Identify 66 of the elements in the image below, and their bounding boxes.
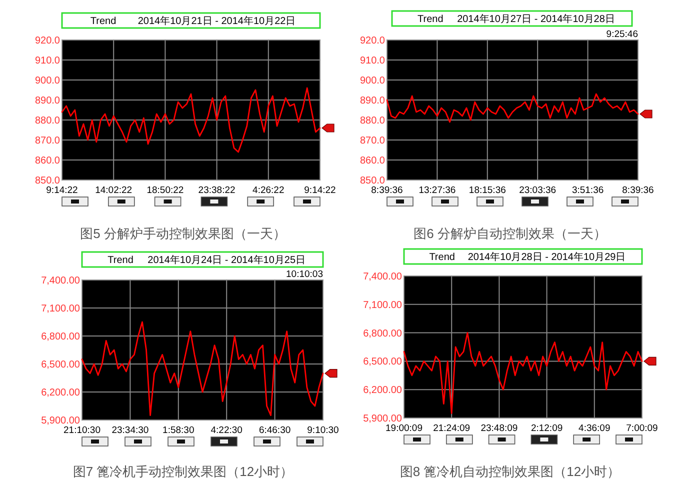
caption: 图8 篦冷机自动控制效果图（12小时） xyxy=(400,464,620,479)
y-tick-label: 860.0 xyxy=(34,156,60,166)
y-tick-label: 860.0 xyxy=(360,156,386,166)
y-tick-label: 920.0 xyxy=(34,36,60,46)
x-tick-label: 8:39:36 xyxy=(371,185,403,196)
y-tick-label: 910.0 xyxy=(360,56,386,66)
y-tick-label: 890.0 xyxy=(360,96,386,106)
y-tick-label: 6,500.00 xyxy=(41,360,80,370)
y-tick-label: 5,900.00 xyxy=(363,414,402,424)
chart-title: Trend xyxy=(108,255,134,266)
y-tick-label: 900.0 xyxy=(360,76,386,86)
x-tick-label: 18:15:36 xyxy=(468,185,506,196)
x-tick-label: 23:03:36 xyxy=(519,185,556,196)
y-tick-label: 7,400.00 xyxy=(363,272,402,282)
x-tick-label: 23:38:22 xyxy=(198,185,236,196)
y-tick-label: 5,900.00 xyxy=(41,416,80,426)
x-tick-label: 4:36:09 xyxy=(578,423,610,434)
x-tick-label: 7:00:09 xyxy=(626,423,658,434)
x-tick-label: 1:58:30 xyxy=(162,425,194,436)
x-tick-label: 23:48:09 xyxy=(480,423,518,434)
chart-subtitle: 2014年10月27日 - 2014年10月28日 xyxy=(457,13,615,25)
y-tick-label: 880.0 xyxy=(360,116,386,126)
x-tick-label: 3:51:36 xyxy=(572,185,604,196)
x-tick-label: 9:14:22 xyxy=(46,185,78,196)
y-tick-label: 6,200.00 xyxy=(41,388,80,398)
y-tick-label: 6,800.00 xyxy=(363,328,402,340)
y-tick-label: 880.0 xyxy=(34,116,60,126)
y-tick-label: 850.0 xyxy=(34,176,60,186)
caption: 图6 分解炉自动控制效果（一天） xyxy=(414,226,606,241)
x-tick-label: 13:27:36 xyxy=(418,185,456,196)
x-tick-label: 4:22:30 xyxy=(210,425,242,436)
caption: 图7 篦冷机手动控制效果图（12小时） xyxy=(72,464,294,479)
x-tick-label: 9:14:22 xyxy=(304,185,336,196)
y-tick-label: 850.0 xyxy=(360,176,386,186)
y-tick-label: 7,100.00 xyxy=(363,300,402,311)
y-tick-label: 6,800.00 xyxy=(41,332,80,342)
chart-title: Trend xyxy=(418,14,444,25)
chart-subtitle: 2014年10月28日 - 2014年10月29日 xyxy=(468,251,626,263)
y-tick-label: 7,400.00 xyxy=(41,276,80,286)
x-tick-label: 21:24:09 xyxy=(433,423,470,434)
x-tick-label: 14:02:22 xyxy=(95,185,132,196)
x-tick-label: 6:46:30 xyxy=(258,425,291,436)
caption: 图5 分解炉手动控制效果图（一天） xyxy=(80,226,286,241)
y-tick-label: 920.0 xyxy=(360,36,386,46)
y-tick-label: 900.0 xyxy=(34,76,60,86)
y-tick-label: 870.0 xyxy=(34,136,60,146)
annotation: 9:25:46 xyxy=(606,29,638,40)
x-tick-label: 21:10:30 xyxy=(64,425,100,436)
x-tick-label: 4:26:22 xyxy=(252,185,284,196)
annotation: 10:10:03 xyxy=(286,269,323,280)
y-tick-label: 870.0 xyxy=(360,136,386,146)
chart-title: Trend xyxy=(90,16,116,27)
x-tick-label: 19:00:09 xyxy=(386,423,422,434)
chart-subtitle: 2014年10月21日 - 2014年10月22日 xyxy=(138,15,296,27)
x-tick-label: 2:12:09 xyxy=(530,423,563,434)
y-tick-label: 6,200.00 xyxy=(363,385,402,396)
x-tick-label: 8:39:36 xyxy=(622,185,654,196)
chart-subtitle: 2014年10月24日 - 2014年10月25日 xyxy=(148,254,306,266)
x-tick-label: 18:50:22 xyxy=(146,185,184,196)
x-tick-label: 23:34:30 xyxy=(112,425,149,436)
y-tick-label: 890.0 xyxy=(34,96,60,106)
chart-title: Trend xyxy=(429,252,455,263)
y-tick-label: 7,100.00 xyxy=(41,304,80,314)
y-tick-label: 910.0 xyxy=(34,56,60,66)
y-tick-label: 6,500.00 xyxy=(363,356,402,368)
x-tick-label: 9:10:30 xyxy=(307,425,339,436)
